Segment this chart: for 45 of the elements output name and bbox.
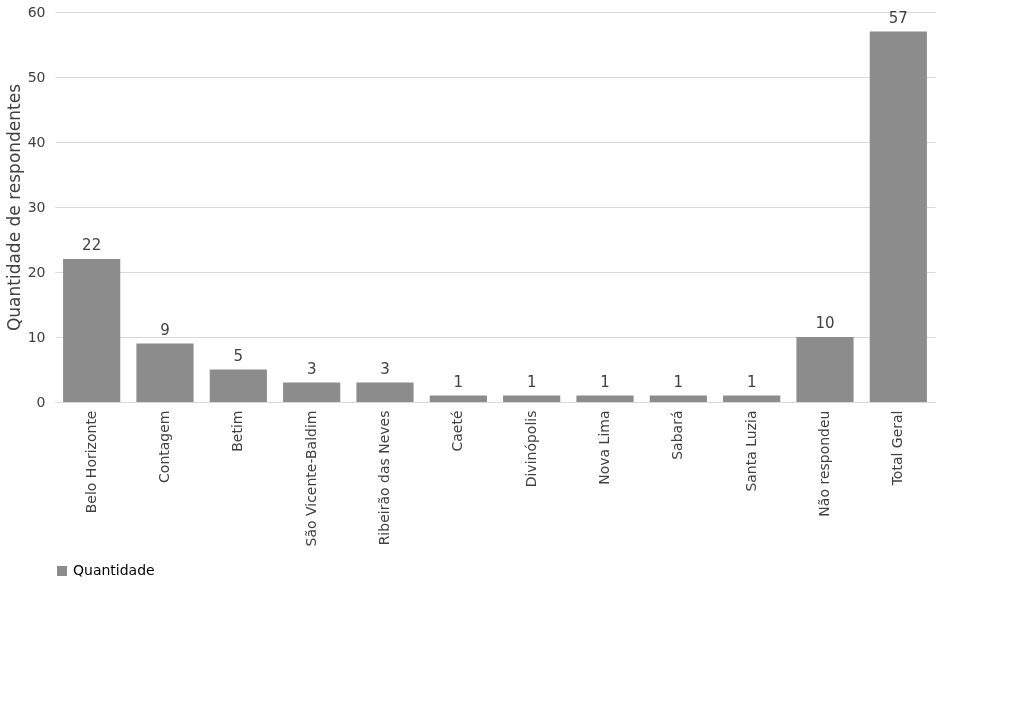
bar — [576, 395, 634, 402]
x-tick-label: Sabará — [669, 410, 686, 460]
bar — [869, 31, 927, 402]
data-label: 3 — [380, 359, 390, 378]
data-label: 9 — [160, 320, 170, 339]
bar — [356, 382, 414, 402]
data-label: 5 — [233, 346, 244, 365]
x-tick-label: Total Geral — [889, 410, 906, 487]
data-label: 1 — [746, 372, 757, 391]
data-label: 10 — [815, 314, 835, 332]
bar — [649, 395, 707, 402]
bar — [209, 369, 267, 402]
bar — [796, 337, 854, 402]
y-tick-label: 30 — [27, 198, 46, 215]
data-label: 57 — [888, 8, 908, 27]
data-label: 1 — [600, 372, 610, 391]
data-label: 3 — [306, 359, 317, 378]
bar — [283, 382, 341, 402]
data-label: 1 — [453, 372, 464, 391]
y-axis-title: Quantidade de respondentes — [3, 83, 24, 332]
x-tick-label: Betim — [229, 410, 246, 452]
y-tick-label: 60 — [27, 3, 46, 20]
legend-label: Quantidade — [73, 562, 155, 578]
x-tick-label: Santa Luzia — [742, 410, 759, 492]
bar — [429, 395, 487, 402]
x-tick-label: Ribeirão das Neves — [376, 410, 392, 546]
x-tick-label: Belo Horizonte — [82, 410, 99, 514]
data-label: 1 — [673, 372, 684, 391]
data-label: 22 — [82, 236, 102, 254]
x-tick-label: Divinópolis — [522, 410, 539, 488]
bar — [723, 395, 781, 402]
x-tick-label: Contagem — [156, 410, 172, 483]
y-tick-label: 40 — [27, 133, 46, 150]
y-tick-label: 10 — [27, 328, 46, 345]
bar — [136, 343, 194, 402]
x-tick-label: São Vicente-Baldim — [302, 410, 319, 547]
y-tick-label: 50 — [27, 68, 46, 85]
bar — [63, 259, 121, 402]
x-tick-label: Nova Lima — [596, 410, 612, 485]
y-tick-label: 0 — [36, 393, 46, 410]
y-tick-label: 20 — [27, 263, 46, 280]
x-tick-label: Não respondeu — [816, 410, 832, 517]
bar — [503, 395, 561, 402]
data-label: 1 — [526, 372, 537, 391]
x-tick-label: Caeté — [449, 410, 466, 452]
